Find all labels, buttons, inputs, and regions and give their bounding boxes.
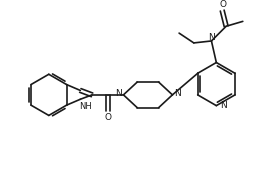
Text: N: N [208, 33, 215, 42]
Text: NH: NH [79, 102, 92, 111]
Text: N: N [115, 89, 122, 98]
Text: O: O [104, 113, 111, 122]
Text: O: O [220, 0, 227, 9]
Text: N: N [220, 101, 227, 110]
Text: N: N [174, 89, 181, 98]
